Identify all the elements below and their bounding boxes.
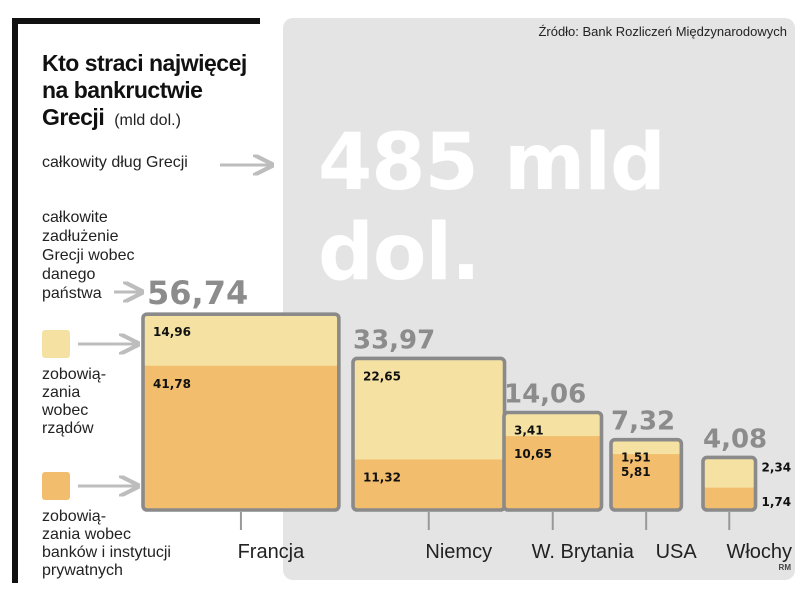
category-label-usa: USA xyxy=(656,541,698,563)
bar-outline-w-brytania xyxy=(502,410,604,512)
banks-value-label-w-brytania: 10,65 xyxy=(514,447,552,461)
total-label-francja: 56,74 xyxy=(147,274,248,312)
bar-outline-francja xyxy=(141,312,341,512)
bar-government-niemcy xyxy=(353,358,505,460)
title-line-2: na bankructwie xyxy=(42,77,203,103)
frame-bracket-horizontal xyxy=(12,18,260,24)
total-label-usa: 7,32 xyxy=(611,407,675,437)
category-label-wlochy: Włochy xyxy=(726,541,792,563)
gov-value-label-wlochy: 2,34 xyxy=(762,460,792,474)
gov-value-label-usa: 1,51 xyxy=(621,451,651,465)
gov-value-label-w-brytania: 3,41 xyxy=(514,424,544,438)
legend-label-banks: zobowią- zania wobec banków i instytucji… xyxy=(42,508,171,580)
title-line-1: Kto straci najwięcej xyxy=(42,50,247,76)
gov-value-label-francja: 14,96 xyxy=(153,325,191,339)
legend-banks-line-2: zania wobec xyxy=(42,526,131,543)
banks-value-label-niemcy: 11,32 xyxy=(363,471,401,485)
category-label-w-brytania: W. Brytania xyxy=(532,541,635,563)
legend-swatch-banks xyxy=(42,472,70,500)
country-total-label-line-2: zadłużenie xyxy=(42,228,119,245)
gov-value-label-niemcy: 22,65 xyxy=(363,369,401,383)
author-credit: RM xyxy=(778,563,791,572)
country-total-label-line-1: całkowite xyxy=(42,209,108,226)
title-line-3: Grecji xyxy=(42,104,105,130)
country-total-label: całkowite zadłużenie Grecji wobec danego… xyxy=(42,208,134,303)
country-total-label-line-3: Grecji wobec xyxy=(42,247,135,264)
legend-gov-line-1: zobowią- xyxy=(42,366,107,383)
total-label-w-brytania: 14,06 xyxy=(504,380,586,410)
bar-outline-usa xyxy=(609,437,684,512)
banks-value-label-francja: 41,78 xyxy=(153,377,191,391)
banks-value-label-usa: 5,81 xyxy=(621,465,651,479)
bar-outline-wlochy xyxy=(701,455,758,512)
chart-title: Kto straci najwięcej na bankructwie Grec… xyxy=(42,50,247,134)
total-label-niemcy: 33,97 xyxy=(353,325,435,355)
total-label-wlochy: 4,08 xyxy=(703,424,767,454)
legend-banks-line-3: banków i instytucji xyxy=(42,544,171,561)
bar-government-francja xyxy=(143,314,339,366)
legend-banks-line-1: zobowią- xyxy=(42,508,107,525)
bar-banks-w-brytania xyxy=(504,412,602,510)
frame-bracket-vertical xyxy=(12,18,18,583)
total-debt-value: 485 mld dol. xyxy=(318,118,666,298)
total-debt-label: całkowity dług Grecji xyxy=(42,154,188,171)
unit-label: (mld dol.) xyxy=(114,112,181,129)
country-total-label-line-5: państwa xyxy=(42,285,102,302)
bar-banks-usa xyxy=(611,439,682,510)
country-total-label-line-4: danego xyxy=(42,266,96,283)
bar-government-w-brytania xyxy=(504,412,602,437)
bar-government-wlochy xyxy=(703,457,756,488)
source-note: Źródło: Bank Rozliczeń Międzynarodowych xyxy=(538,24,787,39)
legend-gov-line-3: wobec xyxy=(42,402,89,419)
category-label-niemcy: Niemcy xyxy=(425,541,492,563)
legend-swatch-government xyxy=(42,330,70,358)
legend-banks-line-4: prywatnych xyxy=(42,562,123,579)
legend-label-government: zobowią- zania wobec rządów xyxy=(42,366,106,438)
legend-gov-line-2: zania xyxy=(42,384,81,401)
banks-value-label-wlochy: 1,74 xyxy=(762,495,792,509)
legend-gov-line-4: rządów xyxy=(42,420,94,437)
category-label-francja: Francja xyxy=(238,541,306,563)
bar-government-usa xyxy=(611,439,682,455)
